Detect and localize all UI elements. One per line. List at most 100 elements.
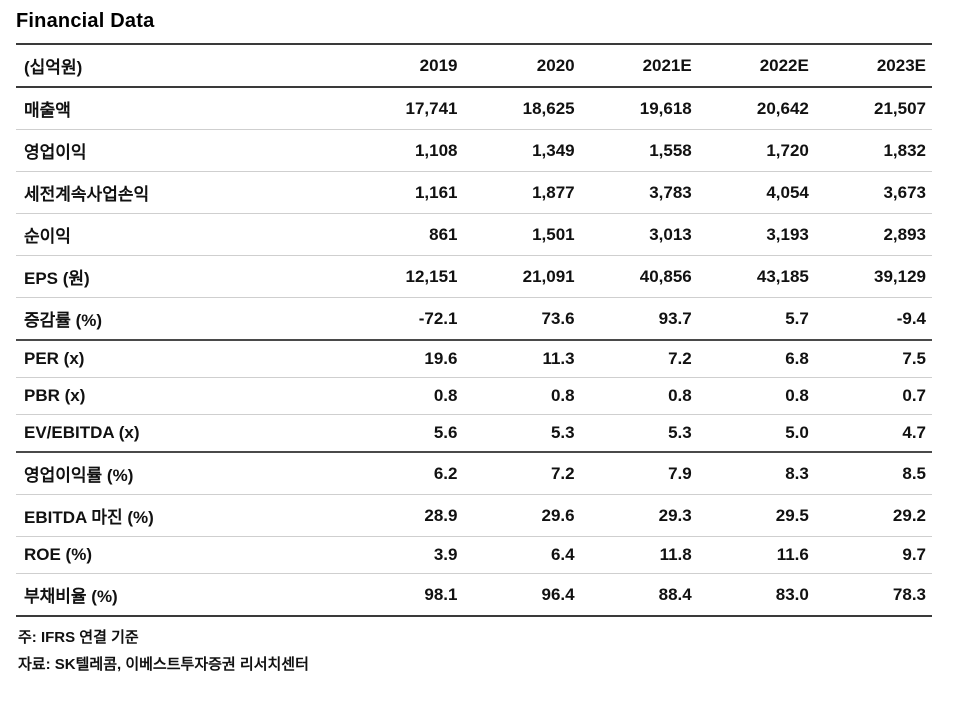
row-label: 매출액: [16, 87, 347, 130]
table-body: 매출액 17,741 18,625 19,618 20,642 21,507 영업이익 1,1…: [16, 87, 932, 616]
cell-value: 7.2: [463, 452, 581, 495]
row-label: PBR (x): [16, 377, 347, 415]
cell-value: 6.2: [346, 452, 464, 495]
footnotes: 주: IFRS 연결 기준 자료: SK텔레콤, 이베스트투자증권 리서치센터: [16, 624, 945, 678]
cell-value: 1,501: [463, 213, 581, 256]
row-label: 영업이익률 (%): [16, 452, 347, 495]
cell-value: 2,893: [814, 213, 932, 256]
row-label: 영업이익: [16, 129, 347, 172]
cell-value: 3,673: [814, 171, 932, 214]
cell-value: 19.6: [346, 340, 464, 378]
cell-value: 1,832: [814, 129, 932, 172]
table-row: 영업이익률 (%) 6.2 7.2 7.9 8.3 8.5: [16, 452, 932, 495]
cell-value: 21,507: [814, 87, 932, 130]
cell-value: 5.0: [697, 414, 815, 453]
cell-value: 8.5: [814, 452, 932, 495]
cell-value: 3,783: [580, 171, 698, 214]
table-row: PBR (x) 0.8 0.8 0.8 0.8 0.7: [16, 377, 932, 415]
row-label: PER (x): [16, 340, 347, 378]
cell-value: 29.2: [814, 494, 932, 537]
cell-value: 1,877: [463, 171, 581, 214]
table-row: 증감률 (%) -72.1 73.6 93.7 5.7 -9.4: [16, 297, 932, 341]
cell-value: 83.0: [775, 584, 809, 604]
cell-value: 88.4: [658, 584, 692, 604]
row-label: EBITDA 마진 (%): [16, 494, 347, 537]
cell-value: -9.4: [814, 297, 932, 341]
page-title: Financial Data: [16, 10, 155, 32]
cell-value: 7.9: [580, 452, 698, 495]
cell-value: 19,618: [580, 87, 698, 130]
table-row: 매출액 17,741 18,625 19,618 20,642 21,507: [16, 87, 932, 130]
cell-value: 43,185: [697, 255, 815, 298]
table-row: 순이익 861 1,501 3,013 3,193 2,893: [16, 213, 932, 256]
cell-value: 96.4: [541, 584, 575, 604]
cell-value: 9.7: [814, 536, 932, 574]
cell-value: 73.6: [463, 297, 581, 341]
cell-value: 11.6: [697, 536, 815, 574]
row-label: EV/EBITDA (x): [16, 414, 347, 453]
cell-value: 1,161: [346, 171, 464, 214]
cell-value: 4,054: [697, 171, 815, 214]
cell-value: 0.8: [697, 377, 815, 415]
cell-value: 0.8: [580, 377, 698, 415]
row-label: EPS (원): [16, 255, 347, 298]
unit-header: (십억원): [16, 44, 347, 88]
table-row: ROE (%) 3.9 6.4 11.8 11.6 9.7: [16, 536, 932, 574]
note-basis: 주: IFRS 연결 기준: [18, 629, 139, 646]
cell-value: 5.6: [346, 414, 464, 453]
row-label: 증감률 (%): [16, 297, 347, 341]
cell-value: 93.7: [580, 297, 698, 341]
row-label: 순이익: [16, 213, 347, 256]
cell-value: 4.7: [814, 414, 932, 453]
cell-value: 1,558: [580, 129, 698, 172]
cell-value: 40,856: [580, 255, 698, 298]
cell-value: 0.8: [463, 377, 581, 415]
year-column-header: 2023E: [814, 44, 932, 88]
financial-data-table: (십억원) 2019 2020 2021E 2022E 2023E 매출액 17,741 18…: [16, 43, 932, 617]
cell-value: 3,193: [697, 213, 815, 256]
cell-value: 5.3: [580, 414, 698, 453]
header-row: (십억원) 2019 2020 2021E 2022E 2023E: [16, 44, 932, 88]
cell-value: 18,625: [463, 87, 581, 130]
table-row: EBITDA 마진 (%) 28.9 29.6 29.3 29.5 29.2: [16, 494, 932, 537]
table-row: EPS (원) 12,151 21,091 40,856 43,185 39,129: [16, 255, 932, 298]
cell-value: 8.3: [697, 452, 815, 495]
row-label: ROE (%): [16, 536, 347, 574]
cell-value: 39,129: [814, 255, 932, 298]
cell-value: 3.9: [346, 536, 464, 574]
cell-value: 11.3: [463, 340, 581, 378]
cell-value: 0.8: [346, 377, 464, 415]
cell-value: 3,013: [580, 213, 698, 256]
cell-value: 7.2: [580, 340, 698, 378]
table-row: 세전계속사업손익 1,161 1,877 3,783 4,054 3,673: [16, 171, 932, 214]
table-row: PER (x) 19.6 11.3 7.2 6.8 7.5: [16, 340, 932, 378]
cell-value: 29.5: [697, 494, 815, 537]
table-header: (십억원) 2019 2020 2021E 2022E 2023E: [16, 44, 932, 88]
row-label: 세전계속사업손익: [16, 171, 347, 214]
cell-value: 6.4: [463, 536, 581, 574]
cell-value: 0.7: [814, 377, 932, 415]
cell-value: 5.3: [463, 414, 581, 453]
cell-value: 12,151: [346, 255, 464, 298]
cell-value: 5.7: [697, 297, 815, 341]
cell-value: 11.8: [580, 536, 698, 574]
year-column-header: 2020: [463, 44, 581, 88]
year-column-header: 2021E: [580, 44, 698, 88]
table-row: 영업이익 1,108 1,349 1,558 1,720 1,832: [16, 129, 932, 172]
table-row: 부채비율 (%) 98.1 96.4 88.4 83.0 78.3: [16, 574, 932, 617]
cell-value: 98.1: [424, 584, 458, 604]
report-page: Financial Data (십억원) 2019 2020 2021E 2022E 20…: [16, 10, 945, 678]
cell-value: 6.8: [697, 340, 815, 378]
cell-value: 1,108: [346, 129, 464, 172]
note-source: 자료: SK텔레콤, 이베스트투자증권 리서치센터: [18, 656, 309, 673]
cell-value: 1,720: [697, 129, 815, 172]
year-column-header: 2022E: [697, 44, 815, 88]
cell-value: 20,642: [697, 87, 815, 130]
row-label: 부채비율 (%): [24, 587, 118, 606]
cell-value: 861: [346, 213, 464, 256]
cell-value: 1,349: [463, 129, 581, 172]
cell-value: 29.6: [463, 494, 581, 537]
cell-value: -72.1: [346, 297, 464, 341]
year-column-header: 2019: [346, 44, 464, 88]
cell-value: 17,741: [346, 87, 464, 130]
